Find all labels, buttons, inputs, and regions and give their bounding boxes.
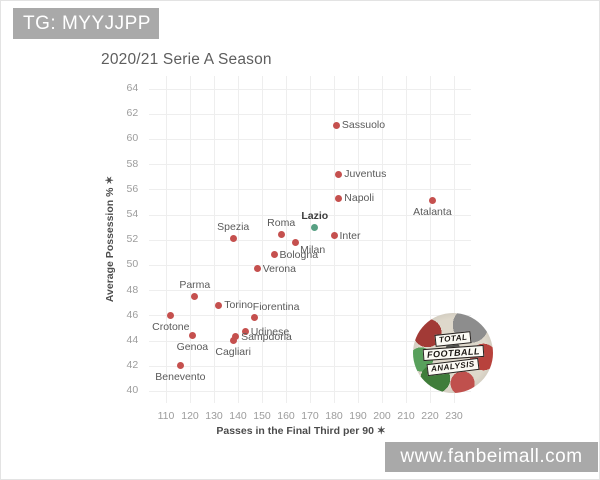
point-label-sassuolo: Sassuolo	[341, 119, 386, 132]
point-label-verona: Verona	[262, 262, 296, 275]
data-point-spezia	[229, 234, 237, 242]
point-label-torino: Torino	[224, 299, 253, 312]
y-tick-label: 58	[126, 157, 139, 170]
y-tick-label: 44	[126, 334, 139, 346]
gridline-y	[149, 340, 471, 342]
point-label-spezia: Spezia	[217, 220, 250, 233]
data-point-verona	[253, 265, 261, 273]
gridline-y	[149, 264, 471, 266]
gridline-y	[149, 390, 471, 392]
gridline-y	[149, 290, 471, 292]
point-label-roma: Roma	[267, 217, 296, 230]
data-point-napoli	[335, 194, 343, 202]
data-point-fiorentina	[251, 314, 259, 322]
point-label-fiorentina: Fiorentina	[252, 301, 300, 314]
gridline-y	[149, 365, 471, 367]
data-point-bologna	[270, 251, 278, 259]
point-label-lazio: Lazio	[301, 209, 329, 222]
y-tick-label: 62	[126, 107, 139, 120]
point-label-crotone: Crotone	[152, 320, 190, 333]
y-axis-title: Average Possession % ✶	[104, 175, 116, 303]
data-point-udinese	[241, 328, 249, 336]
x-tick-label: 220	[421, 409, 439, 422]
y-tick-label: 46	[126, 308, 139, 321]
point-label-parma: Parma	[179, 278, 211, 291]
y-tick-label: 54	[126, 208, 139, 220]
x-tick-label: 160	[277, 409, 295, 422]
point-label-juventus: Juventus	[344, 168, 387, 181]
data-point-lazio	[311, 223, 319, 231]
point-label-atalanta: Atalanta	[413, 206, 452, 219]
gridline-y	[149, 164, 471, 166]
point-label-bologna: Bologna	[279, 248, 319, 261]
chart-title: 2020/21 Serie A Season	[101, 51, 272, 68]
x-tick-label: 230	[445, 409, 463, 422]
x-tick-label: 180	[325, 409, 343, 422]
data-point-cagliari	[229, 337, 237, 344]
gridline-y	[149, 138, 471, 140]
logo-line-1: Total	[434, 331, 472, 347]
data-point-torino	[215, 301, 223, 309]
website-watermark-badge: www.fanbeimall.com	[385, 442, 598, 472]
data-point-atalanta	[428, 197, 436, 205]
x-tick-label: 200	[373, 409, 391, 422]
y-tick-label: 50	[126, 258, 139, 271]
logo-line-3: Analysis	[426, 357, 480, 377]
point-label-sampdoria: Sampdoria	[241, 330, 292, 343]
data-point-sassuolo	[332, 121, 340, 129]
point-label-inter: Inter	[339, 229, 361, 242]
data-point-roma	[277, 231, 285, 239]
data-point-sampdoria	[232, 333, 240, 341]
x-tick-label: 120	[181, 409, 199, 422]
data-point-crotone	[167, 311, 175, 319]
gridline-y	[149, 214, 471, 216]
gridline-y	[149, 315, 471, 317]
y-tick-label: 48	[126, 283, 139, 296]
gridline-y	[149, 88, 471, 90]
data-point-benevento	[176, 362, 184, 370]
x-tick-label: 170	[301, 409, 319, 422]
y-tick-label: 52	[126, 233, 139, 246]
y-tick-label: 40	[126, 384, 139, 397]
data-point-milan	[292, 238, 300, 246]
x-tick-label: 150	[253, 409, 271, 422]
point-label-udinese: Udinese	[250, 325, 290, 338]
point-label-genoa: Genoa	[176, 340, 209, 353]
data-point-parma	[191, 292, 199, 300]
x-tick-label: 130	[205, 409, 223, 422]
gridline-y	[149, 239, 471, 241]
point-label-benevento: Benevento	[155, 371, 206, 384]
gridline-y	[149, 113, 471, 115]
x-tick-label: 110	[157, 409, 175, 422]
x-tick-label: 140	[229, 409, 247, 422]
x-tick-label: 190	[349, 409, 367, 422]
point-label-napoli: Napoli	[344, 192, 375, 205]
x-axis-title: Passes in the Final Third per 90 ✶	[216, 425, 386, 437]
data-point-genoa	[188, 331, 196, 339]
point-label-milan: Milan	[300, 243, 326, 256]
y-tick-label: 60	[126, 132, 139, 145]
y-tick-label: 42	[126, 359, 139, 372]
data-point-juventus	[335, 170, 343, 178]
data-point-inter	[330, 232, 338, 240]
total-football-analysis-logo: Total Football Analysis	[413, 313, 493, 393]
x-tick-label: 210	[397, 409, 415, 422]
y-tick-label: 64	[126, 82, 139, 94]
telegram-watermark-badge: TG: MYYJJPP	[13, 8, 159, 39]
y-tick-label: 56	[126, 182, 139, 195]
point-label-cagliari: Cagliari	[215, 346, 251, 358]
gridline-y	[149, 189, 471, 191]
